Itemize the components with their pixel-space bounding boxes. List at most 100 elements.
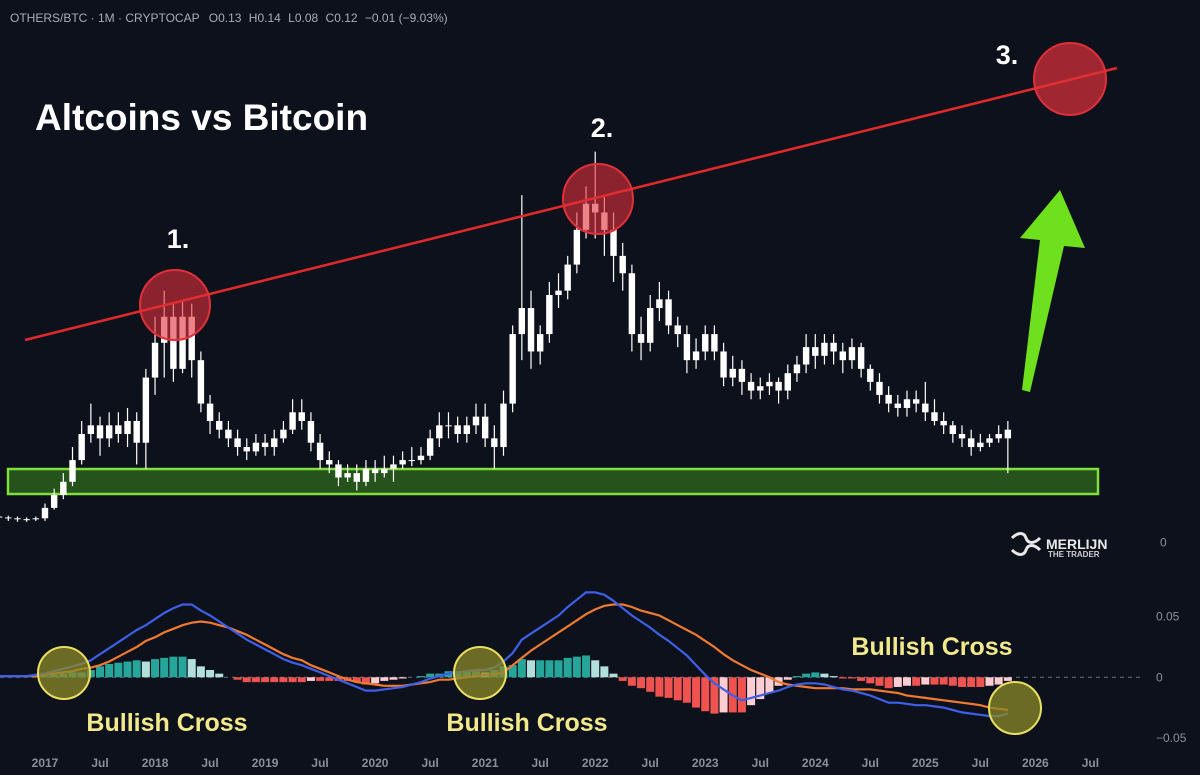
x-tick-label: 2026 [1022, 756, 1049, 770]
candle-body [69, 460, 76, 482]
candle-body [949, 425, 957, 435]
histogram-bar [536, 660, 545, 678]
histogram-bar [820, 673, 829, 678]
candle-body [821, 342, 828, 356]
logo-subtext: THE TRADER [1048, 550, 1100, 559]
histogram-bar [902, 677, 911, 686]
x-tick-label: Jul [311, 756, 328, 770]
x-tick-label: 2022 [582, 756, 609, 770]
candle-body [50, 494, 58, 508]
histogram-bar [572, 656, 581, 678]
histogram-bar [857, 677, 866, 681]
candle-body [527, 308, 535, 352]
candle-body [216, 420, 223, 430]
histogram-bar [802, 673, 811, 678]
candle-body [399, 460, 406, 465]
ohlc-label: L [288, 11, 295, 25]
ohlc-label: O [209, 11, 218, 25]
candle-body [87, 425, 95, 435]
candle-body [564, 264, 571, 291]
candle-body [362, 468, 370, 482]
cross-circle [37, 646, 91, 700]
histogram-bar [756, 677, 765, 700]
y-tick-label: −0.05 [1156, 731, 1187, 745]
x-tick-label: Jul [862, 756, 879, 770]
candle-body [894, 403, 902, 408]
symbol: OTHERS/BTC · 1M · CRYPTOCAP [10, 11, 200, 25]
histogram-bar [233, 677, 242, 680]
candle-body [381, 468, 388, 474]
candle-body [445, 425, 452, 427]
ohlc-value: 0.12 [334, 11, 358, 25]
candle-body [885, 394, 892, 404]
candle-body [1004, 429, 1012, 439]
marks: 0 0.05 0 −0.05 [0, 151, 1187, 745]
candle-body [243, 447, 250, 452]
candle-body [977, 442, 984, 448]
x-tick-label: Jul [532, 756, 549, 770]
histogram-bar [105, 663, 114, 678]
histogram-bar [389, 677, 398, 680]
candle-body [775, 381, 782, 391]
histogram-bar [361, 677, 370, 685]
histogram-bar [206, 670, 215, 678]
histogram-bar [701, 677, 710, 712]
histogram-bar [646, 677, 655, 692]
histogram-bar [930, 677, 939, 685]
candle-body [463, 425, 471, 435]
candle-body [408, 460, 415, 462]
histogram-bar [921, 677, 930, 685]
candle-body [812, 347, 819, 356]
histogram-bar [637, 677, 646, 689]
candle-body [830, 342, 837, 352]
candle-body [105, 425, 113, 439]
histogram-bar [829, 676, 838, 678]
candle-body [555, 290, 562, 295]
cross-circle [988, 681, 1042, 735]
candle-body [711, 334, 718, 352]
candle-body [344, 473, 351, 478]
histogram-bar [316, 677, 325, 681]
candle-body [940, 420, 947, 426]
candle-body [5, 517, 12, 519]
histogram-bar [719, 677, 728, 713]
histogram-bar [673, 677, 682, 701]
candle-body [922, 403, 929, 413]
histogram-bar [994, 677, 1003, 685]
candle-body [931, 412, 938, 421]
x-tick-label: Jul [972, 756, 989, 770]
histogram-bar [270, 677, 279, 683]
histogram-bar [866, 677, 875, 684]
candle-body [610, 229, 617, 256]
histogram-bar [765, 677, 774, 694]
candle-body [60, 481, 67, 495]
histogram-bar [985, 677, 994, 686]
candle-body [738, 368, 746, 382]
candle-body [912, 399, 920, 404]
candle-body [793, 364, 801, 374]
candle-body [436, 425, 443, 439]
histogram-bar [783, 677, 792, 680]
header: OTHERS/BTC · 1M · CRYPTOCAP O0.13 H0.14 … [10, 11, 448, 25]
histogram-bar [508, 665, 517, 678]
histogram-bar [655, 677, 664, 697]
histogram-bar [609, 673, 618, 678]
cross-circle [453, 646, 507, 700]
candle-body [326, 460, 333, 465]
logo-text: MERLIJN [1046, 536, 1107, 552]
candle-body [298, 412, 305, 421]
candle-body [41, 507, 49, 519]
up-arrow [1020, 190, 1085, 392]
histogram-bar [554, 660, 563, 678]
candle-body [848, 347, 856, 361]
candle-body [647, 308, 654, 343]
histogram-bar [682, 677, 691, 703]
histogram-bar [563, 657, 572, 678]
histogram-bar [939, 677, 948, 685]
candle-body [261, 442, 269, 448]
candle-body [115, 425, 122, 435]
x-tick-label: 2017 [32, 756, 59, 770]
candle-body [32, 518, 40, 520]
chart-title: Altcoins vs Bitcoin [35, 97, 368, 138]
histogram-bar [279, 677, 288, 683]
